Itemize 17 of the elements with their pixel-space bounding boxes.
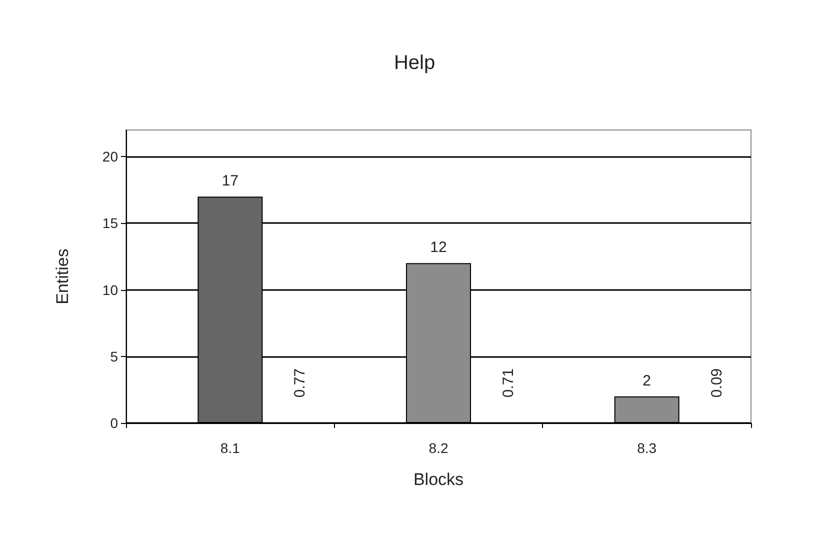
y-tick-label: 15 [102, 215, 118, 232]
annotation: 0.77 [292, 368, 309, 398]
data-label: 17 [222, 172, 239, 190]
y-tick-label: 5 [110, 348, 118, 364]
x-tick-label: 8.3 [637, 440, 657, 456]
x-tick-label: 8.1 [220, 440, 240, 456]
annotation: 0.71 [500, 368, 517, 398]
chart-title: Help [394, 52, 436, 74]
x-axis-title: Blocks [413, 470, 464, 489]
data-label: 2 [642, 372, 652, 390]
x-tick-label: 8.2 [428, 440, 448, 456]
annotation: 0.09 [708, 368, 726, 398]
y-tick-label: 10 [102, 282, 118, 298]
y-axis-title: Entities [53, 248, 72, 304]
data-label: 12 [430, 239, 447, 256]
y-tick-label: 0 [110, 415, 118, 431]
y-tick-label: 20 [102, 148, 118, 165]
